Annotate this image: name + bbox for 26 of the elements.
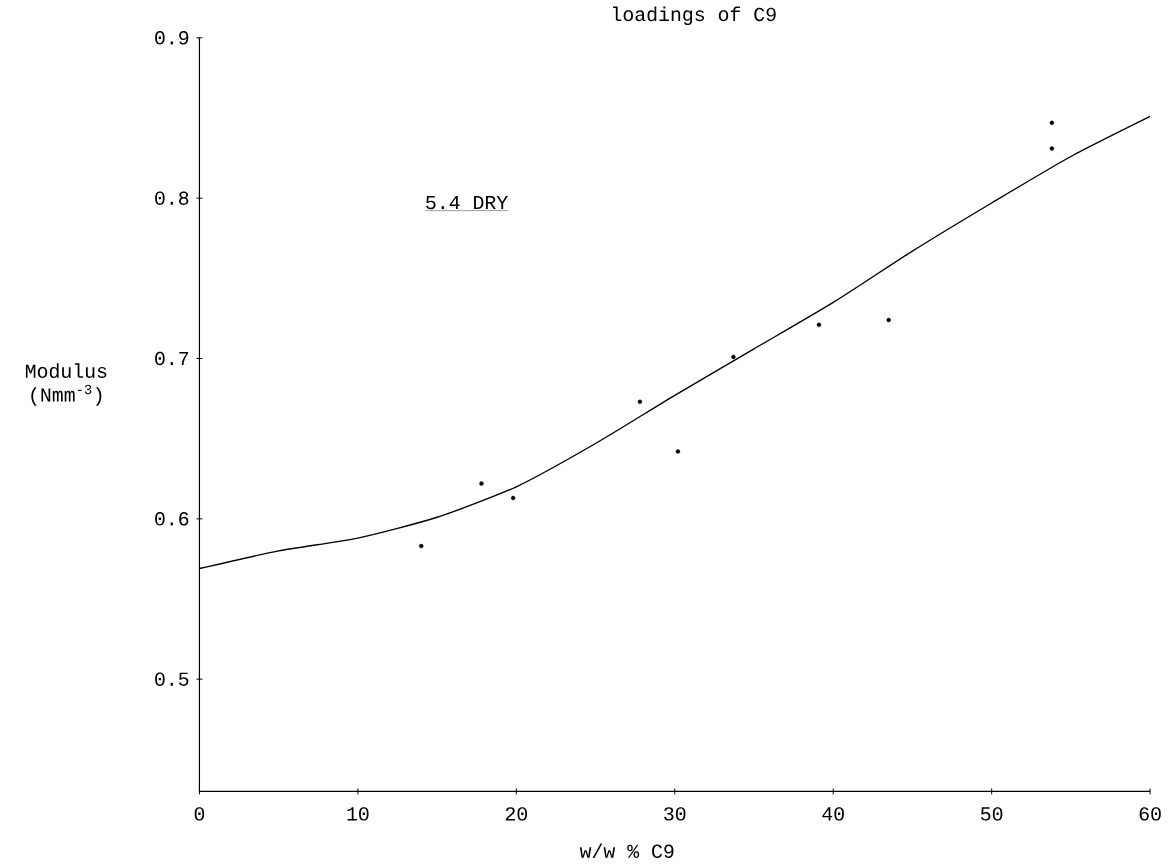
- point: [419, 544, 424, 549]
- y-tick-label: 0.5: [155, 672, 189, 687]
- point: [1049, 146, 1055, 151]
- x-tick-label: 0: [194, 807, 205, 821]
- y-tick-label: 0.8: [155, 191, 189, 206]
- y-tick-label: 0.7: [155, 351, 189, 366]
- x-axis-title: w/w % C9: [579, 843, 674, 859]
- point: [731, 354, 736, 360]
- y-tick-label: 0.6: [155, 512, 189, 526]
- point: [816, 322, 822, 328]
- x-tick-label: 60: [1139, 807, 1161, 821]
- chart-title: loadings of C9: [613, 6, 776, 26]
- y-tick-label: 0.9: [155, 31, 189, 45]
- point: [479, 481, 484, 486]
- x-tick-label: 30: [664, 807, 686, 821]
- point: [1049, 120, 1055, 126]
- annotation: 5.4 DRY: [426, 196, 508, 210]
- point: [675, 449, 681, 454]
- x-tick-label: 40: [822, 807, 844, 821]
- x-tick-label: 10: [347, 807, 369, 821]
- x-tick-label: 20: [505, 807, 528, 821]
- x-tick-label: 50: [981, 807, 1003, 821]
- point: [637, 399, 643, 405]
- point: [886, 318, 891, 323]
- point: [510, 496, 516, 501]
- y-axis-title: Modulus (Nmm$^{-3}$): [25, 363, 107, 406]
